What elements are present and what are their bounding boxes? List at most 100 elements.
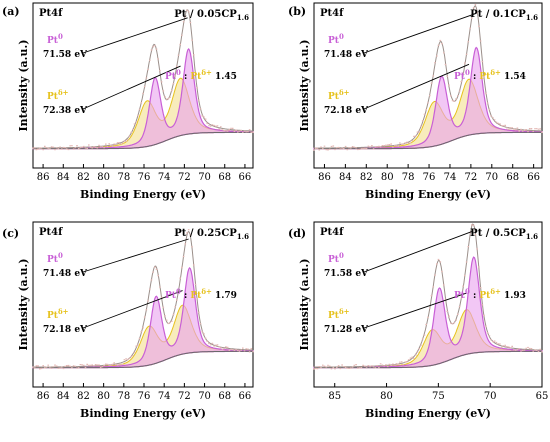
ratio-ptd-sup: δ+: [201, 287, 212, 296]
pt0-leader-line: [363, 13, 476, 54]
sample-name: Pt / 0.1CP: [470, 9, 526, 20]
pt-delta-leader-line: [363, 292, 467, 329]
ratio-ptd: Pt: [190, 72, 202, 82]
x-tick-label: 68: [218, 391, 231, 402]
x-tick-label: 76: [423, 172, 436, 183]
x-tick-label: 82: [77, 172, 90, 183]
x-tick-label: 70: [198, 391, 211, 402]
x-tick-label: 84: [339, 172, 352, 183]
pt-delta-peak-label: Ptδ+: [47, 307, 69, 321]
raw-data-points: [313, 4, 543, 151]
ratio-pt0: Pt: [165, 291, 177, 301]
x-tick-label: 72: [178, 391, 191, 402]
pt0-peak-label-base: Pt: [47, 255, 59, 265]
sample-subscript: 1.6: [526, 232, 538, 241]
ratio-ptd-sup: δ+: [201, 68, 212, 77]
core-level-label: Pt4f: [320, 227, 344, 238]
x-tick-label: 78: [117, 391, 130, 402]
core-level-label: Pt4f: [39, 227, 63, 238]
raw-data-points: [32, 229, 254, 370]
pt0-peak-label-base: Pt: [328, 36, 340, 46]
ratio-pt0: Pt: [454, 291, 466, 301]
xps-panel-2: (b) 66 68 70 72 74 76 78 80 82 84 86 Binding Energy …: [288, 2, 543, 201]
x-tick-label: 80: [97, 172, 110, 183]
pt0-binding-energy: 71.48 eV: [43, 269, 88, 279]
background-line: [33, 131, 253, 150]
pt0-peak-label-sup: 0: [339, 251, 344, 260]
pt-delta-binding-energy: 72.18 eV: [324, 106, 369, 116]
x-tick-label: 70: [198, 172, 211, 183]
sample-subscript: 1.6: [237, 13, 249, 22]
ratio-label: Pt0 : Ptδ+ 1.93: [454, 287, 526, 301]
core-level-label: Pt4f: [320, 8, 344, 19]
pt0-binding-energy: 71.58 eV: [324, 269, 369, 279]
pt0-peak-label-base: Pt: [47, 36, 59, 46]
x-tick-label: 65: [536, 391, 549, 402]
pt-delta-leader-line: [82, 65, 181, 110]
pt-delta-binding-energy: 72.38 eV: [43, 106, 88, 116]
ratio-ptd: Pt: [190, 291, 202, 301]
pt0-peak-label-sup: 0: [58, 251, 63, 260]
x-tick-label: 72: [178, 172, 191, 183]
pt-delta-leader-line: [82, 290, 183, 329]
pt-delta-binding-energy: 72.18 eV: [43, 325, 88, 335]
x-tick-label: 66: [527, 172, 540, 183]
sample-label: Pt / 0.25CP1.6: [174, 228, 249, 241]
x-tick-label: 86: [318, 172, 331, 183]
x-tick-label: 66: [239, 172, 252, 183]
background-line: [314, 131, 542, 150]
x-axis-label: Binding Energy (eV): [365, 407, 491, 420]
x-tick-label: 74: [444, 172, 457, 183]
x-tick-label: 82: [360, 172, 373, 183]
x-tick-label: 74: [158, 391, 171, 402]
x-tick-label: 68: [506, 172, 519, 183]
x-tick-label: 66: [239, 391, 252, 402]
ratio-ptd-sup: δ+: [490, 287, 501, 296]
ratio-label: Pt0 : Ptδ+ 1.54: [454, 68, 526, 82]
pt-delta-leader-line: [363, 63, 470, 110]
ratio-ptd: Pt: [479, 72, 491, 82]
y-axis-label: Intensity (a.u.): [298, 258, 311, 350]
pt-delta-peak-label-sup: δ+: [58, 88, 69, 97]
ratio-value: 1.93: [501, 291, 526, 301]
x-tick-label: 76: [138, 391, 151, 402]
sample-label: Pt / 0.1CP1.6: [470, 9, 538, 22]
ratio-label: Pt0 : Ptδ+ 1.79: [165, 287, 237, 301]
ratio-pt0-sup: 0: [465, 287, 470, 296]
sample-name: Pt / 0.05CP: [174, 9, 237, 20]
x-tick-label: 75: [432, 391, 445, 402]
xps-panel-1: (a) 66 68 70 72 74 76 78 80 82 84 86 Binding Energy …: [2, 2, 254, 201]
sample-label: Pt / 0.5CP1.6: [470, 228, 538, 241]
pt0-binding-energy: 71.58 eV: [43, 50, 88, 60]
ratio-pt0-sup: 0: [176, 68, 181, 77]
ratio-separator: :: [470, 291, 480, 301]
x-tick-label: 85: [328, 391, 341, 402]
sample-name: Pt / 0.25CP: [174, 228, 237, 239]
sample-label: Pt / 0.05CP1.6: [174, 9, 249, 22]
x-tick-label: 86: [37, 391, 50, 402]
x-tick-label: 70: [485, 172, 498, 183]
panel-letter: (a): [2, 5, 20, 18]
ratio-pt0-sup: 0: [465, 68, 470, 77]
x-axis-label: Binding Energy (eV): [80, 407, 206, 420]
ratio-pt0: Pt: [454, 72, 466, 82]
y-axis-label: Intensity (a.u.): [17, 258, 30, 350]
x-tick-label: 70: [484, 391, 497, 402]
pt-delta-peak-label: Ptδ+: [47, 88, 69, 102]
pt-delta-peak-label-sup: δ+: [339, 88, 350, 97]
ratio-pt0-sup: 0: [176, 287, 181, 296]
core-level-label: Pt4f: [39, 8, 63, 19]
panel-letter: (b): [288, 5, 306, 18]
ratio-ptd: Pt: [479, 291, 491, 301]
panel-letter: (c): [2, 227, 19, 240]
x-tick-label: 80: [97, 391, 110, 402]
x-tick-label: 76: [138, 172, 151, 183]
pt-delta-peak-label: Ptδ+: [328, 88, 350, 102]
x-tick-label: 82: [77, 391, 90, 402]
x-tick-label: 78: [117, 172, 130, 183]
ratio-label: Pt0 : Ptδ+ 1.45: [165, 68, 237, 82]
pt0-peak-label-sup: 0: [58, 32, 63, 41]
pt-delta-peak-label-base: Pt: [328, 92, 340, 102]
pt0-peak-label-sup: 0: [339, 32, 344, 41]
